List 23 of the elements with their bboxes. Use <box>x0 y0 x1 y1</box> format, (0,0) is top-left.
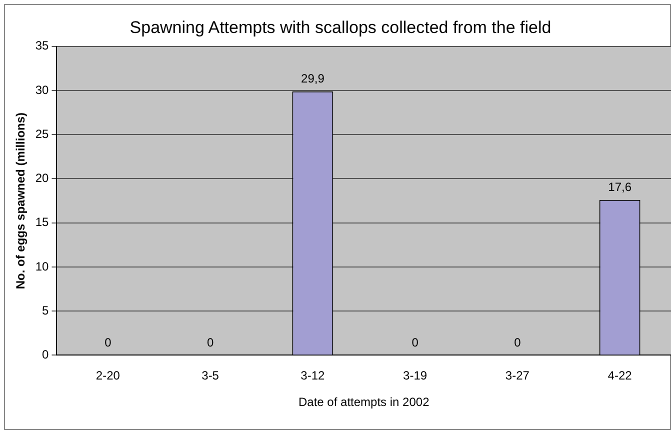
y-tick-label: 35 <box>35 38 50 53</box>
data-label: 29,9 <box>301 72 325 86</box>
data-label: 0 <box>412 336 419 350</box>
y-tick-label: 30 <box>35 82 50 97</box>
y-axis-title: No. of eggs spawned (millions) <box>14 112 28 290</box>
y-tick-label: 15 <box>35 215 50 230</box>
data-label: 17,6 <box>608 180 632 194</box>
data-label: 0 <box>206 336 214 350</box>
x-tick-label: 3-27 <box>505 368 530 383</box>
y-tick-label: 10 <box>35 259 50 274</box>
data-label: 0 <box>514 336 522 350</box>
y-tick-label: 5 <box>42 303 50 318</box>
y-tick-label: 0 <box>42 348 50 362</box>
y-tick-label: 20 <box>35 171 50 186</box>
x-tick-label: 3-19 <box>403 368 428 383</box>
x-tick-label: 4-22 <box>608 368 632 383</box>
chart-title: Spawning Attempts with scallops collected from the field <box>130 18 552 37</box>
y-tick-label: 25 <box>35 126 50 141</box>
x-axis-title: Date of attempts in 2002 <box>298 395 430 410</box>
data-label: 0 <box>104 336 112 350</box>
x-tick-label: 3-12 <box>300 368 326 383</box>
x-tick-label: 2-20 <box>96 368 120 383</box>
x-tick-label: 3-5 <box>202 368 220 383</box>
